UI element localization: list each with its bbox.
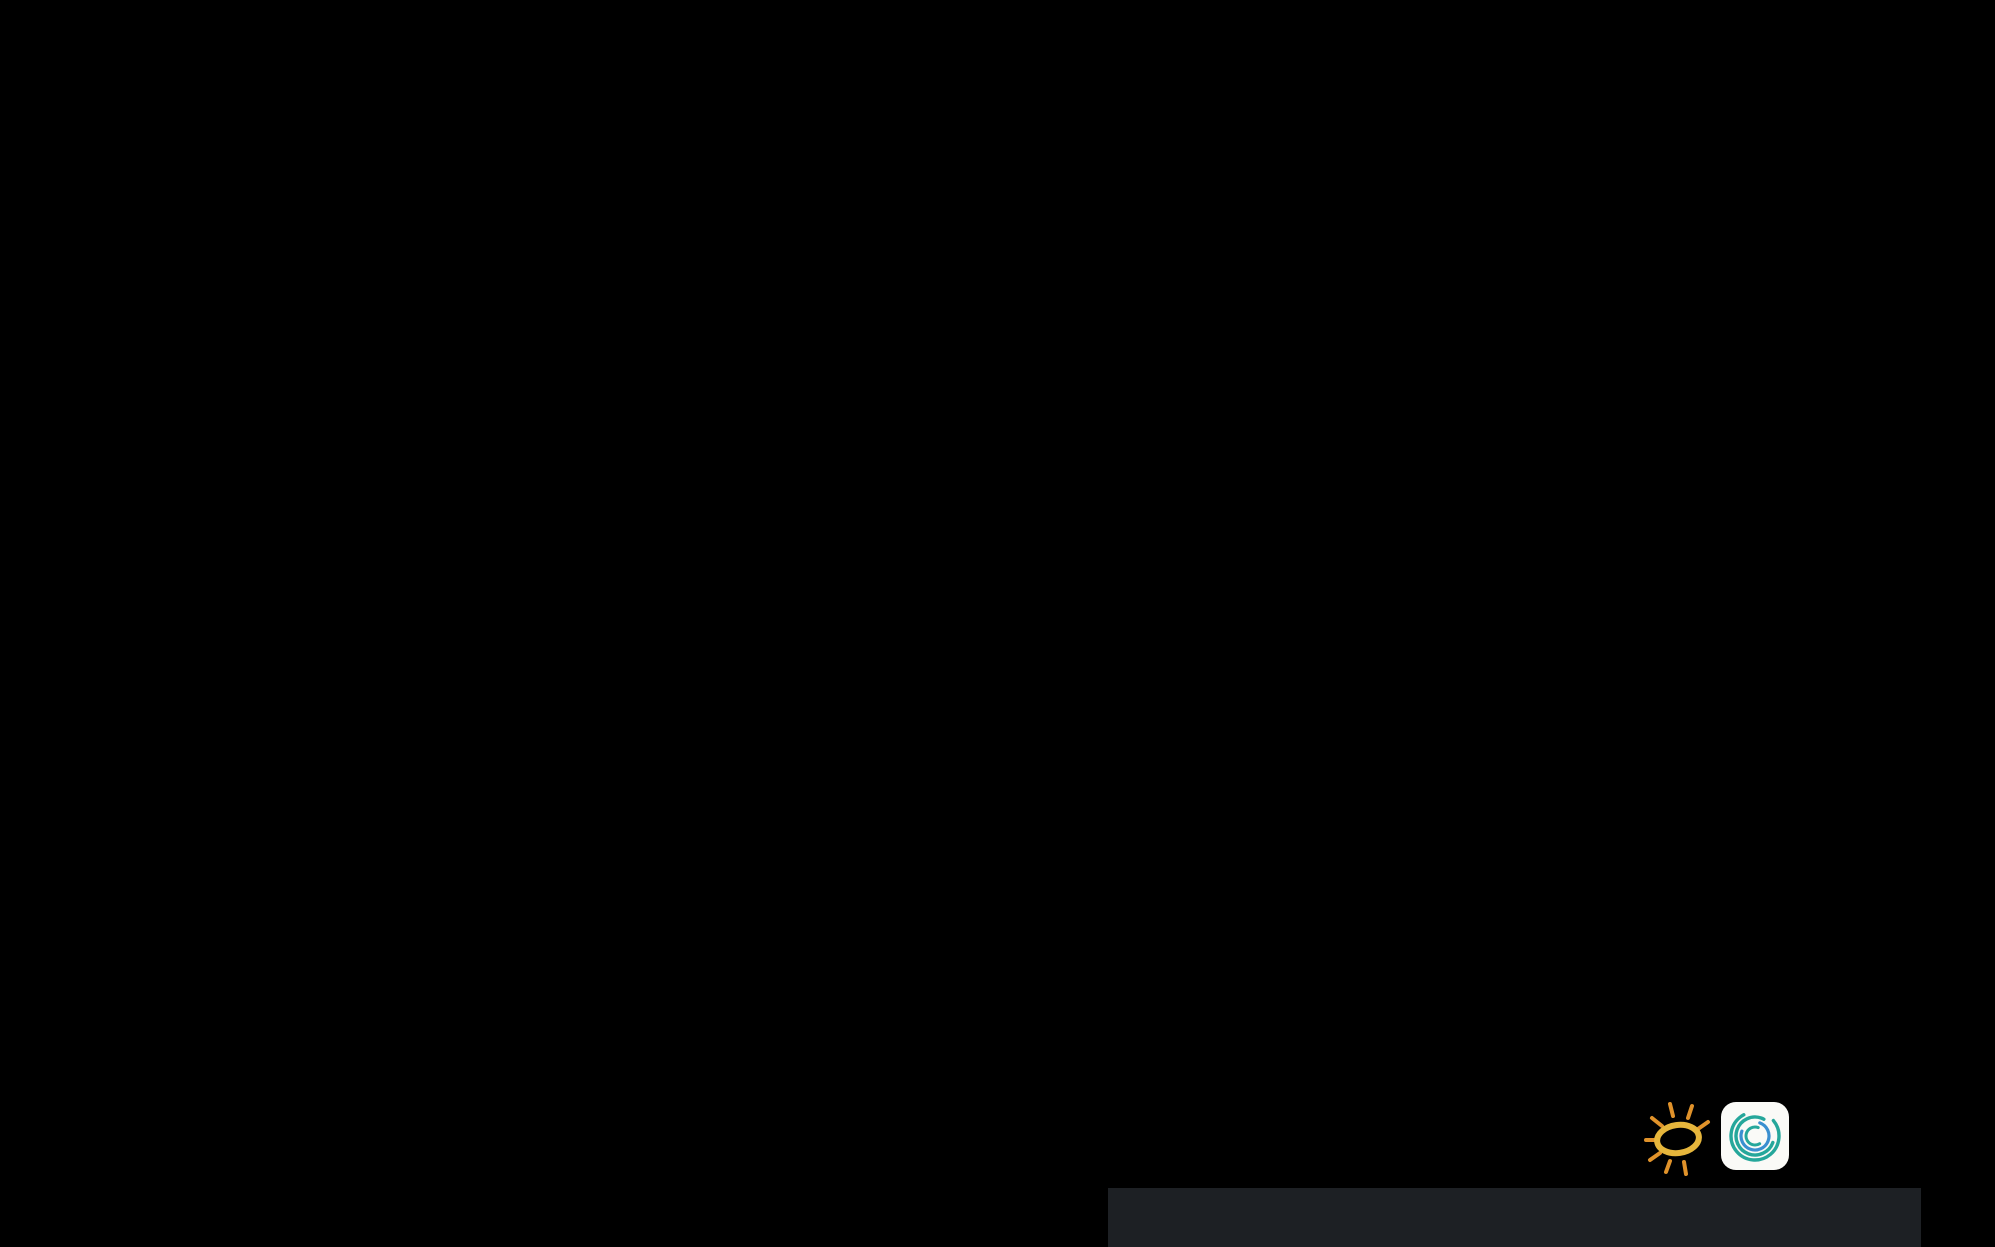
metnet-app-icon <box>1721 1102 1789 1170</box>
metnet-sun-icon <box>1644 1102 1710 1176</box>
metnet-branding <box>1640 1092 1790 1180</box>
dbz-legend <box>1108 1188 1921 1247</box>
